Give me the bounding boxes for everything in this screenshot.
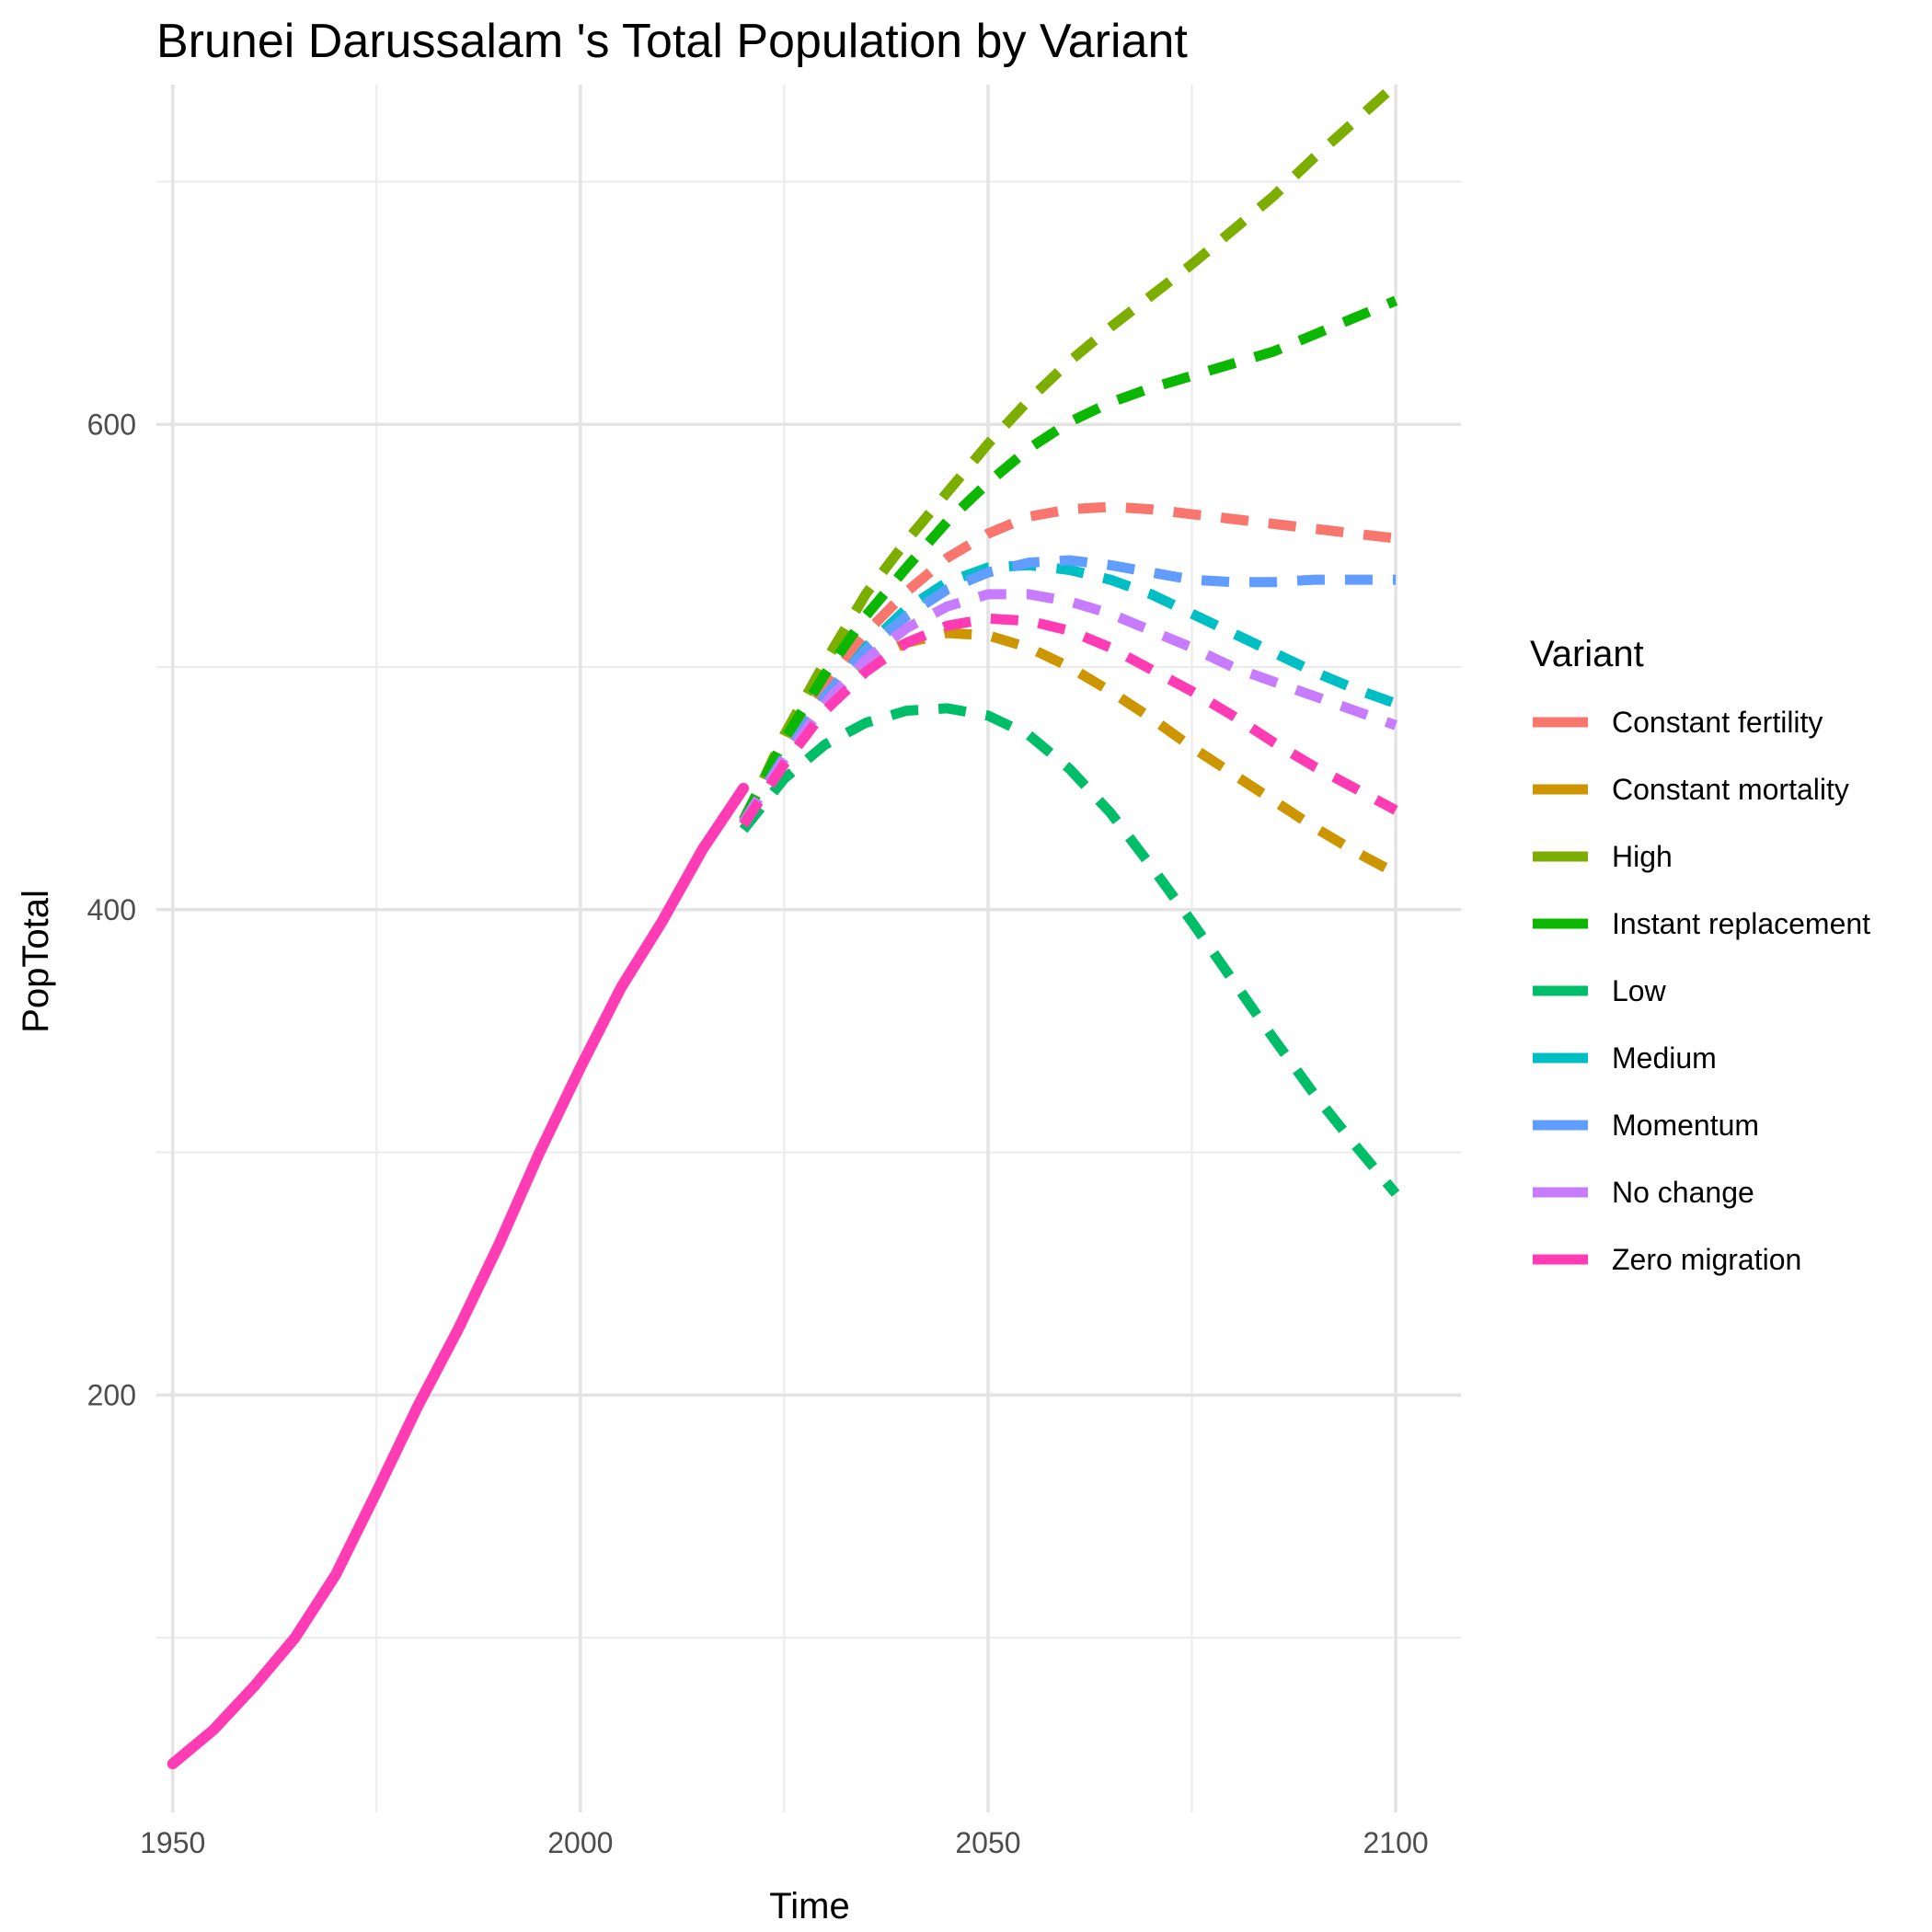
series-line-2 [739, 80, 1399, 825]
legend-label-8: Zero migration [1612, 1243, 1801, 1276]
y-axis-ticks: 200 400 600 [87, 408, 136, 1411]
series-line-4 [739, 703, 1400, 1197]
series-lines [167, 80, 1400, 1770]
x-tick-label-3: 2100 [1363, 1826, 1429, 1859]
y-tick-label-0: 200 [87, 1378, 136, 1411]
x-tick-label-2: 2050 [955, 1826, 1020, 1859]
legend-label-0: Constant fertility [1612, 706, 1823, 739]
y-tick-label-1: 400 [87, 893, 136, 926]
x-tick-label-0: 1950 [140, 1826, 205, 1859]
chart-title: Brunei Darussalam 's Total Population by… [156, 15, 1188, 68]
series-line-3 [739, 295, 1398, 822]
x-axis-title: Time [769, 1886, 849, 1926]
legend-label-3: Instant replacement [1612, 907, 1870, 940]
legend-label-4: Low [1612, 974, 1667, 1007]
y-tick-label-2: 600 [87, 408, 136, 441]
legend: Variant Constant fertility Constant morta… [1530, 634, 1870, 1276]
history-line [167, 782, 750, 1770]
legend-title: Variant [1530, 634, 1644, 674]
legend-label-7: No change [1612, 1176, 1754, 1209]
legend-label-5: Medium [1612, 1041, 1717, 1075]
y-axis-title: PopTotal [16, 890, 56, 1033]
legend-label-2: High [1612, 840, 1673, 873]
grid-lines [156, 85, 1461, 1812]
series-line-1 [739, 627, 1398, 879]
series-line-6 [739, 555, 1397, 825]
x-axis-ticks: 1950 2000 2050 2100 [140, 1826, 1429, 1859]
legend-label-6: Momentum [1612, 1109, 1759, 1142]
x-tick-label-1: 2000 [547, 1826, 613, 1859]
legend-label-1: Constant mortality [1612, 773, 1849, 806]
series-line-0 [739, 501, 1397, 825]
legend-items: Constant fertility Constant mortality High… [1533, 706, 1870, 1276]
